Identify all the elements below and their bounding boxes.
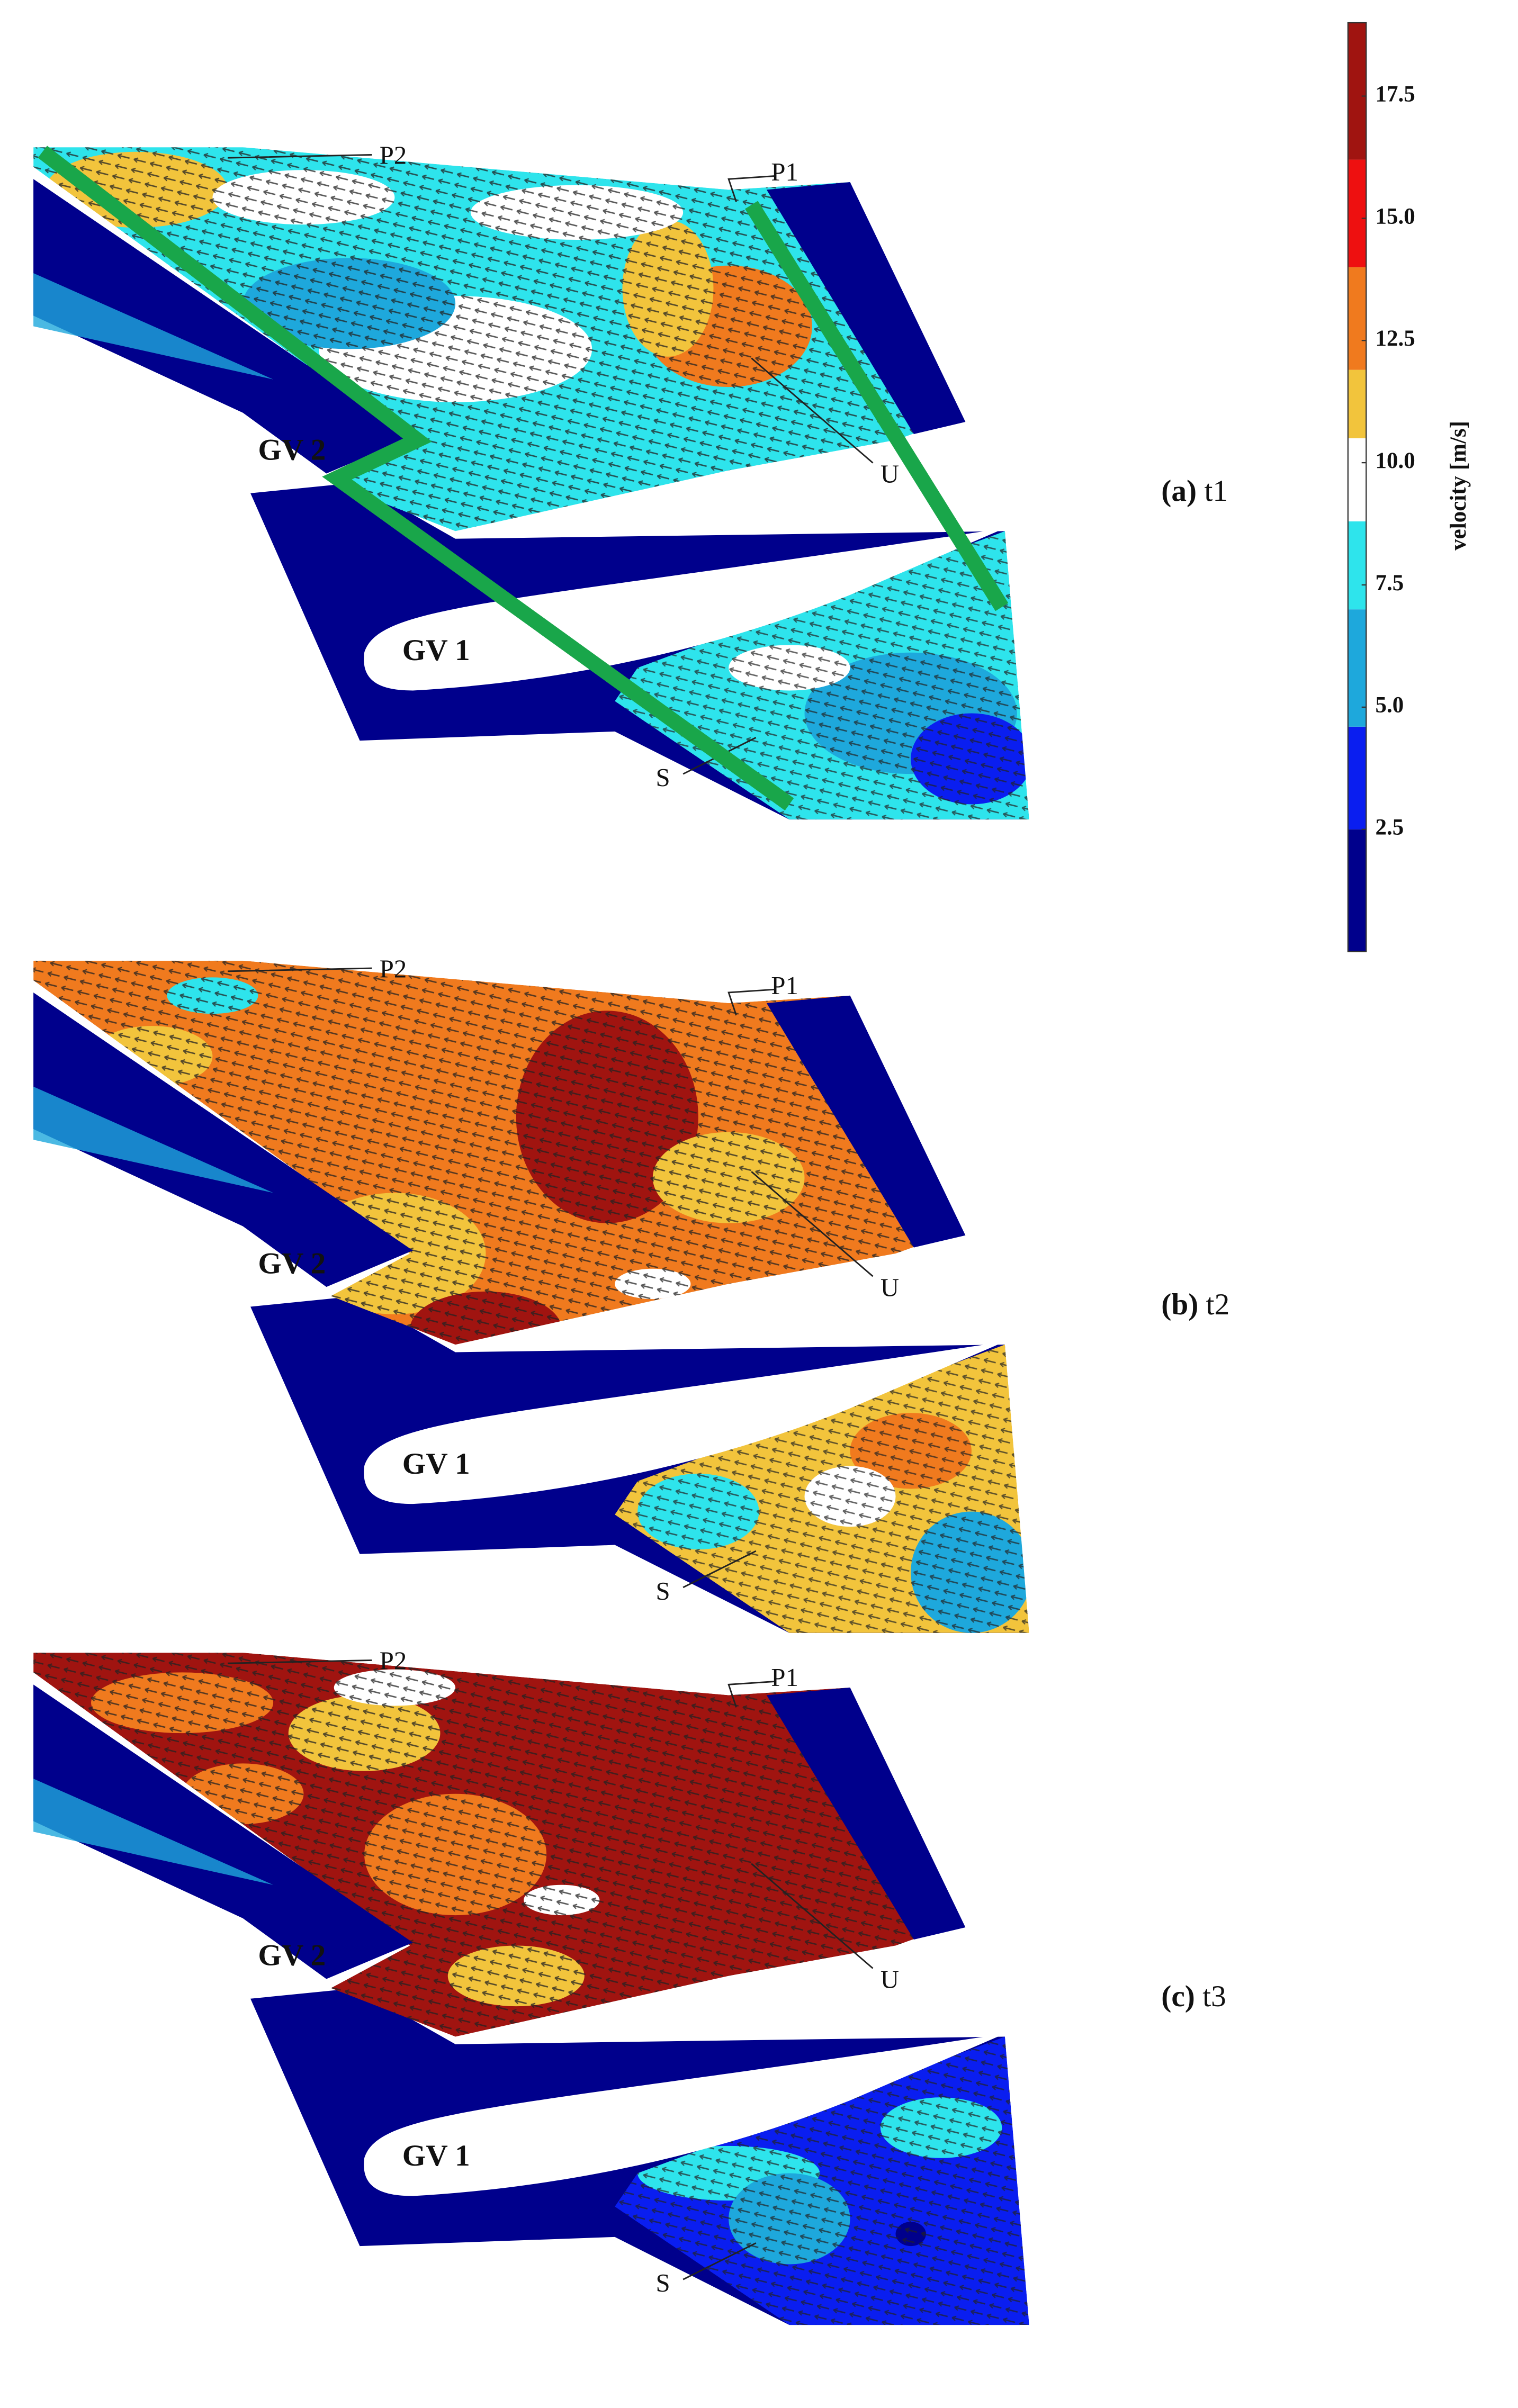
panel-label: (b) t2 bbox=[1161, 1288, 1229, 1321]
pointer bbox=[228, 154, 874, 775]
colorbar-band bbox=[1348, 438, 1367, 521]
flow-panel: P2 P1 U S GV 2 GV 1 (b) t2 bbox=[33, 954, 1229, 1633]
wall-region bbox=[33, 992, 413, 1287]
colorbar-tick-label: 15.0 bbox=[1375, 204, 1415, 229]
panels: P2 P1 U S GV 2 GV 1 (a) t1 P2 P1 U S GV 2 GV 1 (b) t2… bbox=[33, 141, 1229, 2325]
point-label: P2 bbox=[380, 141, 407, 170]
guide-vane-1 bbox=[364, 528, 1005, 691]
panel-tag: (b) bbox=[1161, 1288, 1198, 1321]
colorbar-tick-label: 7.5 bbox=[1375, 571, 1404, 596]
colorbar-tick-label: 12.5 bbox=[1375, 326, 1415, 351]
wall-edge bbox=[33, 273, 274, 380]
point-label: S bbox=[656, 763, 670, 792]
flow-panel: P2 P1 U S GV 2 GV 1 (a) t1 bbox=[33, 141, 1228, 820]
colorbar-band bbox=[1348, 726, 1367, 829]
colorbar-frame bbox=[1347, 22, 1367, 952]
colorbar-band bbox=[1348, 829, 1367, 952]
panel-time: t2 bbox=[1206, 1288, 1230, 1321]
point-label: P2 bbox=[380, 954, 407, 983]
wall-region bbox=[33, 179, 413, 474]
flow-field bbox=[615, 2036, 1029, 2325]
vane-label: GV 2 bbox=[258, 1247, 326, 1280]
vector-field bbox=[615, 1345, 1029, 1633]
wall-region bbox=[766, 995, 966, 1248]
colorbar-label: velocity [m/s] bbox=[1446, 421, 1471, 551]
colorbar-band bbox=[1348, 369, 1367, 438]
colorbar-band bbox=[1348, 23, 1367, 160]
colorbar-band bbox=[1348, 609, 1367, 727]
vane-label: GV 1 bbox=[402, 1447, 470, 1481]
panel-tag: (a) bbox=[1161, 474, 1197, 508]
section-line bbox=[38, 146, 794, 811]
colorbar-tick-label: 2.5 bbox=[1375, 815, 1404, 840]
point-label: P2 bbox=[380, 1647, 407, 1675]
vane-label: GV 1 bbox=[402, 2139, 470, 2172]
vane-label: GV 2 bbox=[258, 434, 326, 467]
panel-time: t3 bbox=[1202, 1980, 1226, 2013]
guide-vane-1 bbox=[364, 1341, 1005, 1504]
point-label: P1 bbox=[771, 158, 798, 186]
pointer bbox=[228, 1660, 874, 2280]
vector-field bbox=[615, 2036, 1029, 2325]
colorbar-band bbox=[1348, 159, 1367, 267]
vector-field bbox=[33, 1653, 959, 2037]
point-label: U bbox=[881, 460, 899, 489]
point-label: U bbox=[881, 1273, 899, 1302]
wall-edge bbox=[33, 1779, 274, 1885]
wall-region bbox=[766, 182, 966, 434]
panel-label: (a) t1 bbox=[1161, 474, 1228, 508]
point-label: S bbox=[656, 2269, 670, 2297]
colorbar: velocity [m/s] 2.5 5.0 7.5 10.0 12.5 15.0 17.5 bbox=[1347, 22, 1471, 952]
vane-label: GV 2 bbox=[258, 1939, 326, 1972]
colorbar-band bbox=[1348, 521, 1367, 610]
guide-vane-1 bbox=[364, 2033, 1005, 2196]
colorbar-tick-label: 5.0 bbox=[1375, 693, 1404, 718]
point-label: P1 bbox=[771, 971, 798, 1000]
wall-region bbox=[33, 1684, 413, 1979]
point-label: S bbox=[656, 1577, 670, 1606]
colorbar-band bbox=[1348, 267, 1367, 370]
colorbar-tick-label: 10.0 bbox=[1375, 448, 1415, 473]
panel-label: (c) t3 bbox=[1161, 1980, 1226, 2013]
section-line bbox=[744, 201, 1009, 611]
vane-label: GV 1 bbox=[402, 634, 470, 667]
vector-field bbox=[33, 960, 959, 1345]
point-label: U bbox=[881, 1965, 899, 1994]
flow-field bbox=[33, 960, 959, 1345]
vector-field bbox=[33, 147, 959, 531]
colorbar-tick-label: 17.5 bbox=[1375, 82, 1415, 106]
panel-tag: (c) bbox=[1161, 1980, 1195, 2013]
flow-panel: P2 P1 U S GV 2 GV 1 (c) t3 bbox=[33, 1647, 1226, 2325]
pointer bbox=[228, 967, 874, 1589]
flow-field bbox=[33, 147, 959, 531]
point-label: P1 bbox=[771, 1663, 798, 1692]
wall-region bbox=[766, 1688, 966, 1940]
panel-time: t1 bbox=[1204, 474, 1228, 508]
flow-field bbox=[615, 1345, 1029, 1633]
